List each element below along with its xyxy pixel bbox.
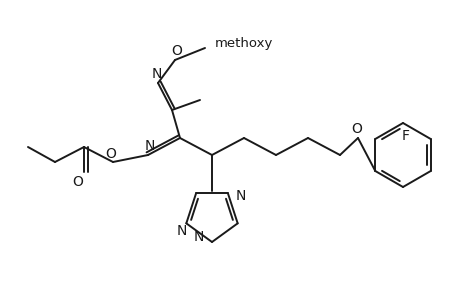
Text: N: N bbox=[151, 67, 162, 81]
Text: O: O bbox=[105, 147, 116, 161]
Text: methoxy: methoxy bbox=[214, 37, 273, 50]
Text: O: O bbox=[73, 175, 83, 189]
Text: N: N bbox=[235, 189, 246, 203]
Text: F: F bbox=[401, 129, 409, 143]
Text: N: N bbox=[145, 139, 155, 153]
Text: O: O bbox=[351, 122, 362, 136]
Text: O: O bbox=[171, 44, 182, 58]
Text: N: N bbox=[176, 224, 186, 238]
Text: N: N bbox=[193, 230, 203, 244]
